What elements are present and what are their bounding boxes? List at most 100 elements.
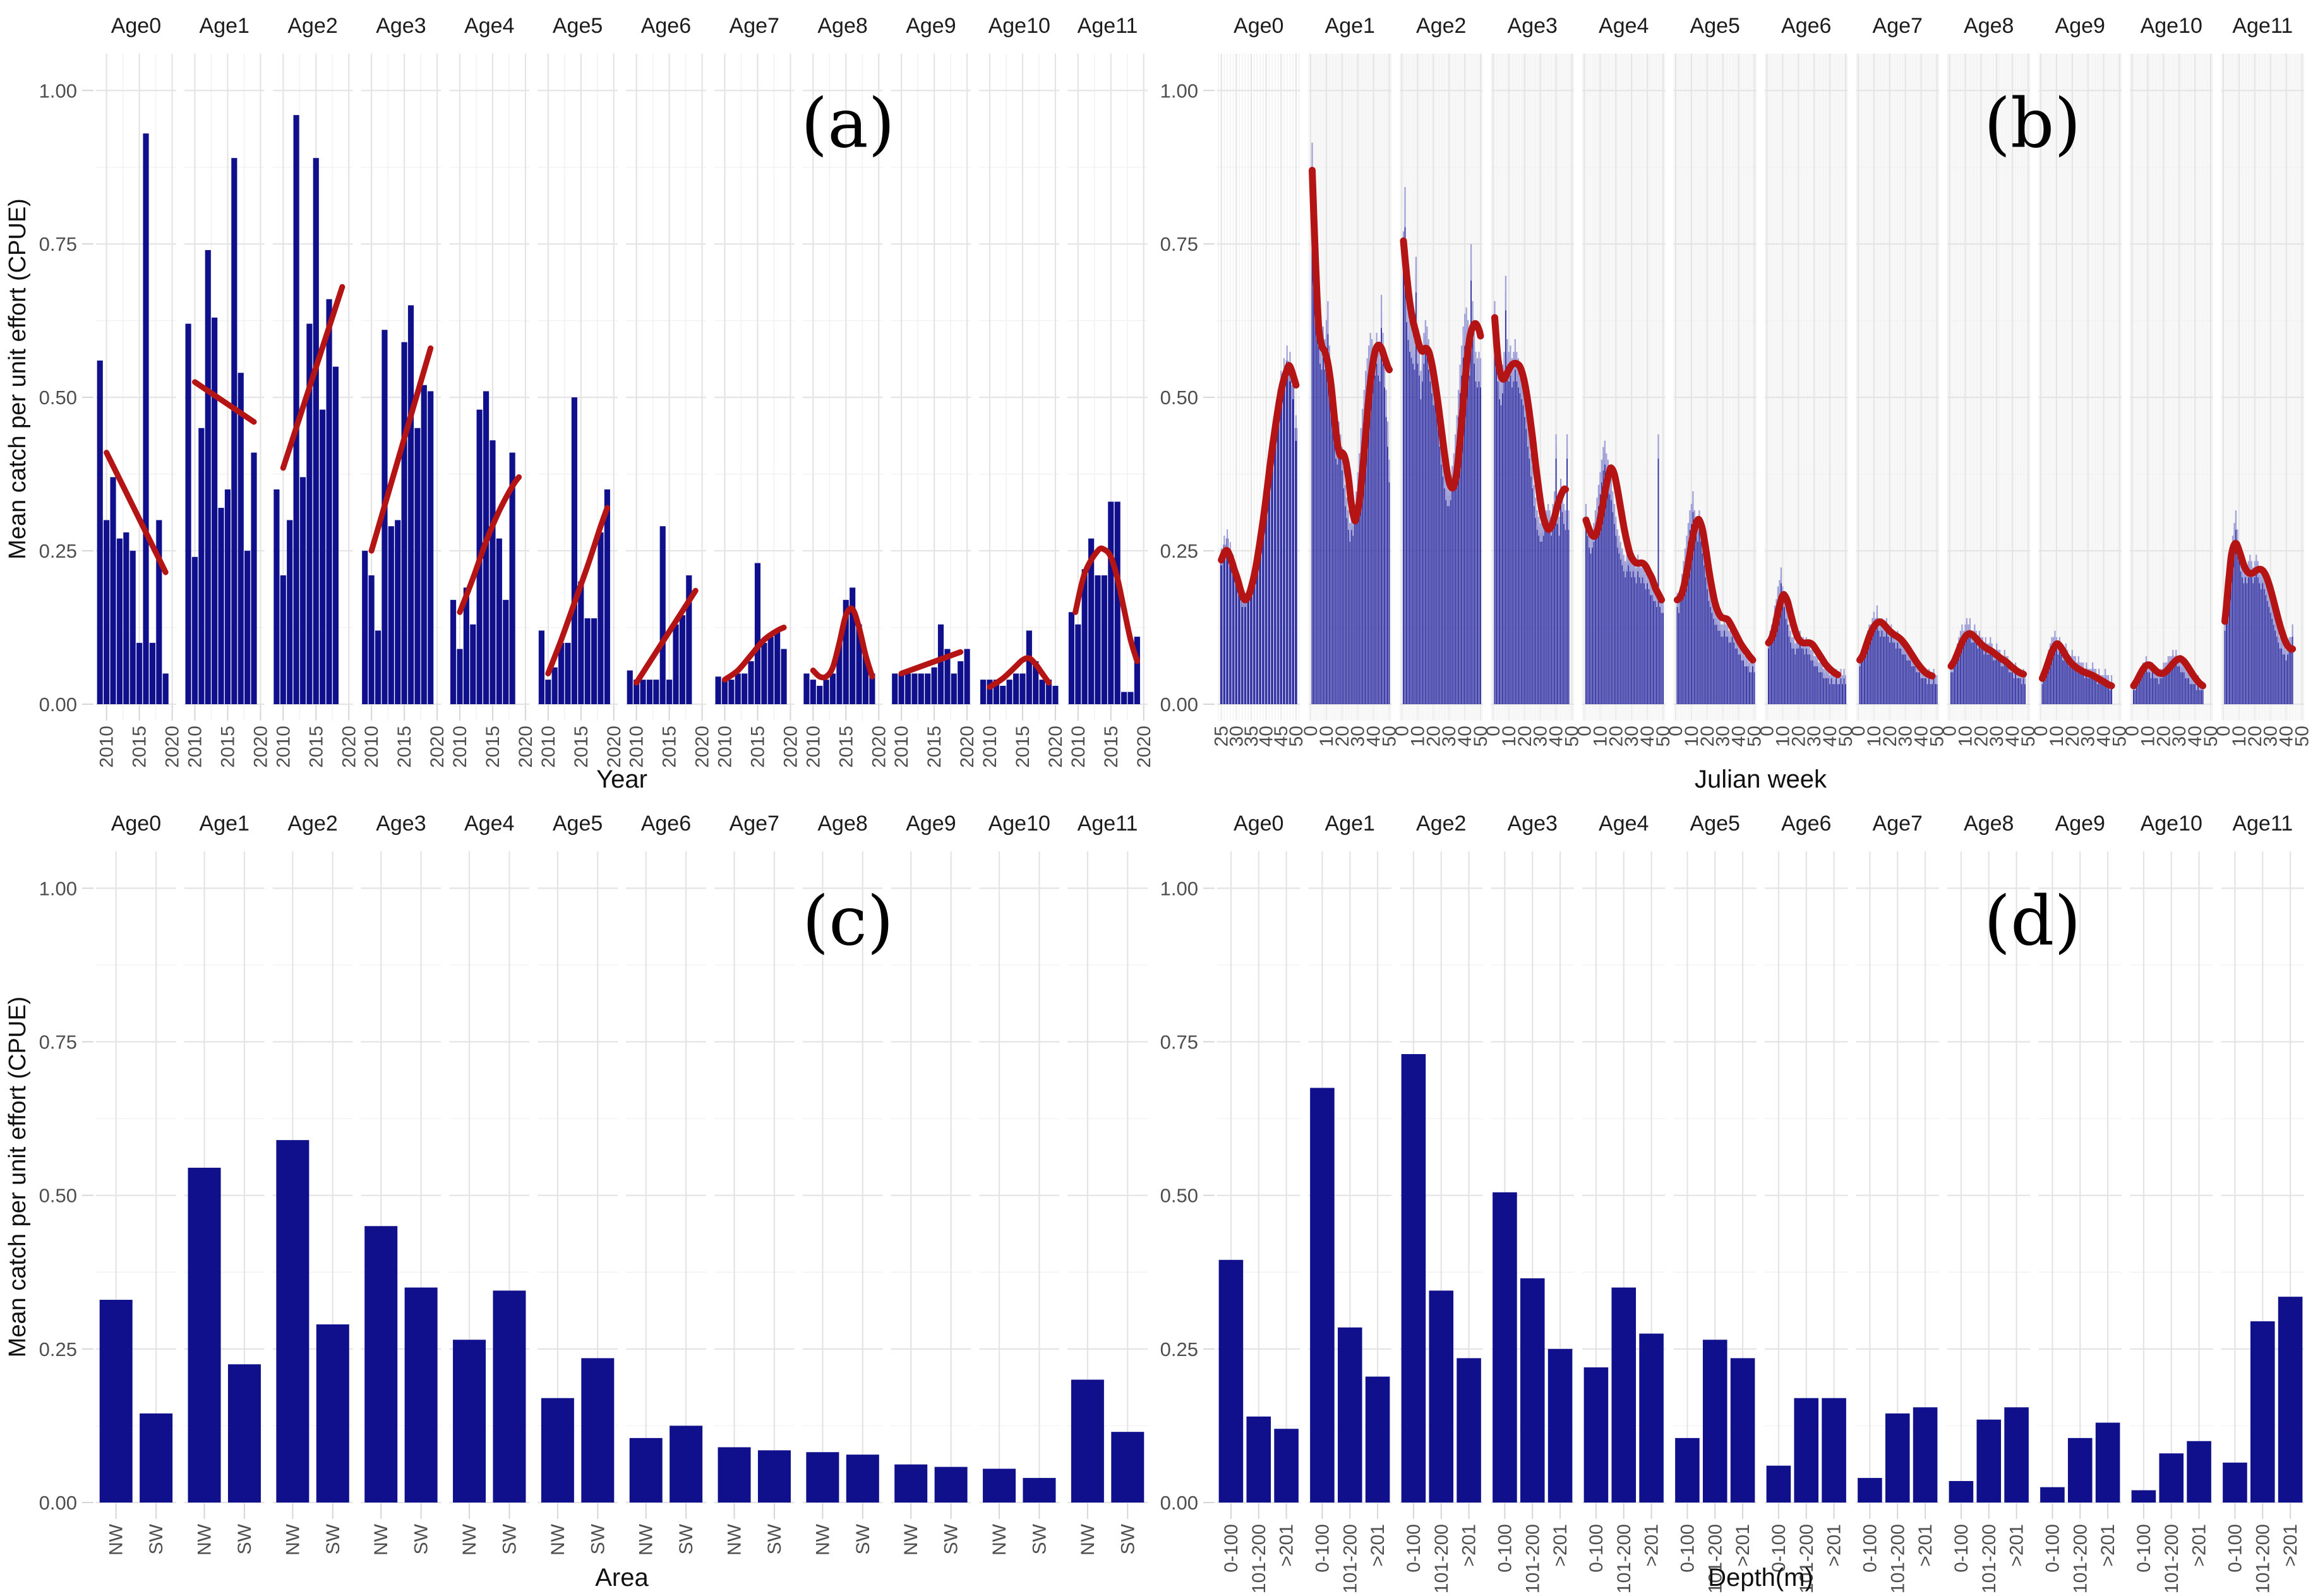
- bar: [1525, 416, 1527, 704]
- bar: [1926, 680, 1928, 704]
- facet-strip-label: Age5: [1690, 812, 1740, 836]
- bar: [2199, 685, 2201, 704]
- bar: [1985, 642, 1986, 704]
- bar: [1907, 655, 1909, 704]
- bar: [2018, 673, 2020, 704]
- bar: [198, 428, 205, 704]
- bar: [1923, 673, 1925, 704]
- bar: [1120, 692, 1127, 704]
- bar: [156, 520, 162, 704]
- trend-line: [1856, 618, 1936, 680]
- x-tick-label: 20: [1697, 726, 1718, 747]
- bar: [2227, 594, 2229, 704]
- x-tick-label: SW: [323, 1523, 344, 1554]
- x-tick-label: >201: [1277, 1524, 1297, 1567]
- bar: [104, 520, 110, 704]
- bar: [761, 642, 767, 704]
- bar: [2281, 642, 2283, 704]
- y-tick-label: 0.00: [1160, 693, 1198, 716]
- bar: [1374, 360, 1376, 704]
- bar: [1292, 385, 1295, 704]
- x-tick-label: 20: [1971, 726, 1992, 747]
- bar: [1709, 599, 1711, 704]
- bar: [1858, 1478, 1882, 1503]
- bar: [1631, 569, 1633, 704]
- bar: [1782, 594, 1784, 704]
- x-tick-label: 0-100: [1221, 1524, 1242, 1573]
- chart-d-depth-svg: 0-100 101-200 >201 Age0 0-100 101-200 >201 Age1…: [1160, 812, 2304, 1593]
- x-tick-label: NW: [548, 1523, 568, 1556]
- facet-age10: NW SW Age10: [979, 812, 1060, 1556]
- x-tick-label: 10: [1864, 726, 1885, 747]
- x-tick-label: 2015: [924, 726, 945, 768]
- bar: [1379, 366, 1381, 704]
- facet-strip-label: Age4: [464, 14, 514, 38]
- x-axis-title: Julian week: [1695, 765, 1827, 793]
- bar: [1678, 606, 1679, 704]
- bar: [1244, 599, 1247, 704]
- x-tick-label: >201: [2098, 1524, 2118, 1567]
- bar: [129, 551, 136, 704]
- bar: [1461, 360, 1463, 704]
- bar: [1238, 587, 1241, 704]
- bar: [1900, 642, 1902, 704]
- bar: [1415, 274, 1417, 705]
- bar: [404, 1287, 438, 1503]
- bar: [2225, 612, 2227, 704]
- facet-age9: 0-100 101-200 >201 Age9: [2038, 812, 2122, 1593]
- bar: [2183, 667, 2185, 704]
- bar: [1843, 673, 1845, 704]
- bar: [1232, 563, 1235, 704]
- bar: [1019, 673, 1026, 704]
- bar: [2173, 661, 2175, 704]
- x-tick-label: 0-100: [2225, 1524, 2245, 1573]
- bar: [1412, 348, 1414, 704]
- bar: [1650, 587, 1652, 704]
- bar: [1465, 323, 1467, 704]
- facet-age4: 2010 2015 2020 Age4: [449, 14, 536, 768]
- x-tick-label: 30: [1348, 726, 1369, 747]
- bar: [2139, 673, 2141, 704]
- x-tick-label: 0: [1483, 726, 1504, 736]
- bar: [1651, 587, 1653, 704]
- bar: [2012, 667, 2014, 704]
- x-tick-label: 30: [1895, 726, 1916, 747]
- x-tick-label: 10: [1316, 726, 1337, 747]
- y-tick-label: 0.75: [39, 233, 77, 255]
- bar: [934, 1467, 968, 1503]
- trend-line: [1947, 630, 2028, 678]
- facet-strip-label: Age8: [817, 812, 867, 836]
- bar: [1703, 556, 1705, 704]
- x-tick-label: 10: [2137, 726, 2158, 747]
- bar: [191, 556, 198, 704]
- x-tick-label: 101-200: [2070, 1524, 2091, 1593]
- bar: [1884, 630, 1886, 704]
- bar: [1612, 501, 1614, 704]
- x-tick-label: 10: [1681, 726, 1702, 747]
- bar: [2153, 673, 2155, 704]
- bar: [205, 249, 211, 705]
- bar: [1404, 207, 1406, 704]
- bar: [1519, 379, 1521, 704]
- bar: [1459, 379, 1461, 704]
- bar: [1285, 360, 1289, 704]
- bar: [2192, 680, 2194, 704]
- x-tick-label: 101-200: [1979, 1524, 2000, 1593]
- panel-letter-d: (d): [1984, 882, 2081, 961]
- x-tick-label: 2015: [306, 726, 327, 768]
- x-tick-label: 0: [1757, 726, 1777, 736]
- x-tick-label: 101-200: [1796, 1524, 1817, 1593]
- x-tick-label: 0: [1301, 726, 1321, 736]
- bar: [2070, 661, 2072, 704]
- x-tick-label: 2020: [515, 726, 536, 768]
- bar: [2103, 680, 2105, 704]
- facet-age8: 2010 2015 2020 Age8: [802, 14, 889, 768]
- bar: [757, 1450, 791, 1503]
- bar: [541, 1398, 574, 1503]
- bar: [604, 489, 610, 704]
- facet-age1: 0-100 101-200 >201 Age1: [1308, 812, 1391, 1593]
- bar: [1802, 642, 1804, 704]
- bar: [362, 551, 368, 704]
- bar: [2136, 680, 2137, 704]
